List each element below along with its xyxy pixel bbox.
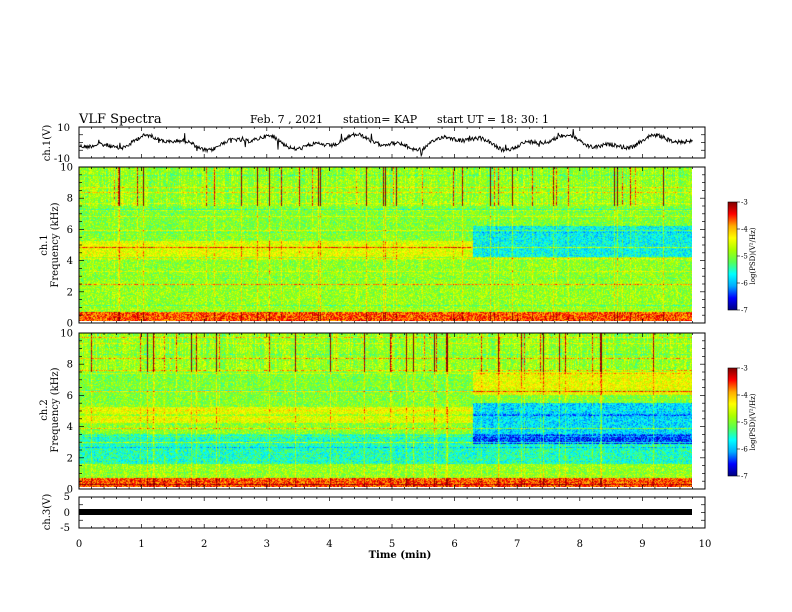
header-station: station= KAP xyxy=(343,113,418,126)
colorbar-tick-label: -4 xyxy=(741,392,748,400)
ch3-ytick-top: 5 xyxy=(64,492,70,503)
ch2-spectrogram-image xyxy=(79,333,692,487)
y-tick-label: 0 xyxy=(67,485,73,496)
ch1-waveform-ylabel: ch.1(V) xyxy=(42,125,53,162)
y-tick-label: 2 xyxy=(67,453,73,464)
ch1-spectrogram-ylabel-frequency: Frequency (kHz) xyxy=(50,202,61,287)
ch1-spectrogram-ylabel-channel: ch.1 xyxy=(39,234,50,256)
x-tick-label: 0 xyxy=(76,539,82,550)
figure-title: VLF Spectra xyxy=(78,112,162,127)
x-tick-label: 5 xyxy=(389,539,395,550)
y-tick-label: 2 xyxy=(67,287,73,298)
colorbar-tick-label: -6 xyxy=(741,280,748,288)
ch1-waveform-frame xyxy=(78,126,706,159)
x-tick-label: 9 xyxy=(639,539,645,550)
time-axis-ticklabels: 0 1 2 3 4 5 6 7 8 9 10 xyxy=(76,539,712,550)
ch2-colorbar-ticks: -3 -4 -5 -6 -7 xyxy=(737,365,748,481)
ch1-spectrogram-ticks xyxy=(78,166,706,324)
colorbar-tick-label: -7 xyxy=(741,307,748,315)
ch3-ytick-middle: 0 xyxy=(64,508,70,519)
x-tick-label: 4 xyxy=(326,539,332,550)
y-tick-label: 6 xyxy=(67,225,73,236)
ch1-waveform-panel: 10 -10 ch.1(V) xyxy=(42,123,706,165)
ch3-waveform-band xyxy=(79,509,692,515)
y-tick-label: 4 xyxy=(67,422,73,433)
colorbar-tick-label: -6 xyxy=(741,446,748,454)
x-tick-label: 8 xyxy=(577,539,583,550)
ch1-ytick-bottom: -10 xyxy=(54,154,70,165)
colorbar-tick-label: -5 xyxy=(741,253,748,261)
colorbar-tick-label: -4 xyxy=(741,226,748,234)
ch3-waveform-ylabel: ch.3(V) xyxy=(42,494,53,531)
ch1-spectrogram-yticklabels: 0 2 4 6 8 10 xyxy=(60,163,73,330)
x-tick-label: 7 xyxy=(514,539,520,550)
y-tick-label: 8 xyxy=(67,360,73,371)
ch2-spectrogram-ticks xyxy=(78,332,706,490)
ch2-spectrogram-ylabel-frequency: Frequency (kHz) xyxy=(50,367,61,452)
y-tick-label: 10 xyxy=(60,163,73,174)
x-tick-label: 1 xyxy=(138,539,144,550)
ch1-colorbar-label: log(PSD)(V²/Hz) xyxy=(749,227,757,284)
ch1-colorbar-ticks: -3 -4 -5 -6 -7 xyxy=(737,199,748,315)
y-tick-label: 8 xyxy=(67,194,73,205)
ch3-waveform-ticks xyxy=(78,496,706,529)
ch3-waveform-panel: 5 0 -5 ch.3(V) xyxy=(42,492,706,534)
time-axis-label: Time (min) xyxy=(369,550,432,561)
x-tick-label: 2 xyxy=(201,539,207,550)
y-tick-label: 10 xyxy=(60,329,73,340)
ch2-spectrogram-yticklabels: 0 2 4 6 8 10 xyxy=(60,329,73,496)
x-tick-label: 6 xyxy=(451,539,457,550)
ch1-colorbar xyxy=(727,201,738,311)
y-tick-label: 0 xyxy=(67,319,73,330)
y-tick-label: 4 xyxy=(67,256,73,267)
y-tick-label: 6 xyxy=(67,391,73,402)
ch1-spectrogram-image xyxy=(79,167,692,321)
x-tick-label: 3 xyxy=(264,539,270,550)
colorbar-tick-label: -5 xyxy=(741,419,748,427)
ch2-colorbar xyxy=(727,367,738,477)
colorbar-tick-label: -3 xyxy=(741,199,748,207)
header-date: Feb. 7 , 2021 xyxy=(250,113,323,126)
ch2-colorbar-label: log(PSD)(V²/Hz) xyxy=(749,393,757,450)
ch3-ytick-bottom: -5 xyxy=(60,523,70,534)
ch1-waveform-line xyxy=(78,128,693,158)
ch1-waveform-ticks xyxy=(78,126,706,159)
header-start-time: start UT = 18: 30: 1 xyxy=(437,113,549,126)
ch2-spectrogram-ylabel-channel: ch.2 xyxy=(39,399,50,421)
ch1-ytick-top: 10 xyxy=(57,123,70,134)
colorbar-tick-label: -3 xyxy=(741,365,748,373)
x-tick-label: 10 xyxy=(699,539,712,550)
colorbar-tick-label: -7 xyxy=(741,473,748,481)
